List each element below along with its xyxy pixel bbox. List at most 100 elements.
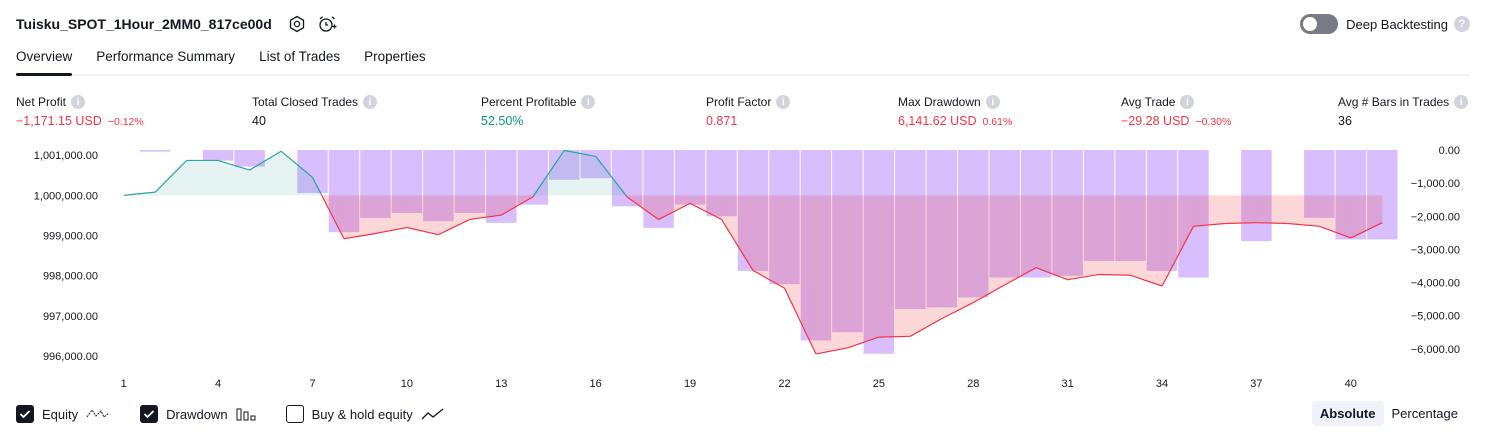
x-tick-label: 25 (873, 378, 885, 390)
equity-area-segment (1036, 195, 1068, 280)
buy-hold-line-icon (421, 407, 445, 421)
equity-line-segment (1067, 273, 1100, 281)
right-axis: 0.00 −1,000.00 −2,000.00 −3,000.00 −4,000.00… (1411, 145, 1460, 356)
legend-equity[interactable]: Equity (16, 405, 110, 423)
metric-label: Profit Factor (706, 95, 772, 109)
equity-line-segment (1099, 273, 1131, 276)
left-tick-label: 1,001,000.00 (34, 150, 98, 162)
drawdown-bar (1335, 150, 1367, 240)
left-tick-label: 997,000.00 (43, 311, 98, 323)
equity-line-segment (406, 226, 439, 236)
equity-line-segment (532, 195, 535, 198)
info-icon[interactable]: i (985, 95, 1000, 109)
alarm-clock-plus-icon[interactable] (316, 13, 338, 35)
strategy-title: Tuisku_SPOT_1Hour_2MM0_817ce00d (16, 16, 272, 32)
equity-area-segment (941, 195, 974, 319)
equity-area-segment (469, 195, 502, 220)
equity-area-segment (1004, 195, 1037, 285)
equity-checkbox[interactable] (16, 405, 34, 423)
metric-profit-factor: Profit Factor i 0.871 (706, 94, 791, 128)
legend-label: Equity (42, 406, 79, 422)
legend-buy-hold[interactable]: Buy & hold equity (285, 405, 445, 423)
metric-label: Percent Profitable (481, 95, 577, 109)
drawdown-bar (360, 150, 391, 218)
equity-area-segment (1224, 195, 1257, 224)
metrics-row: Net Profit i −1,171.15 USD −0.12% Total Cl… (0, 94, 1486, 134)
info-icon[interactable]: i (71, 95, 86, 109)
x-tick-label: 40 (1345, 378, 1357, 390)
x-tick-label: 22 (778, 378, 790, 390)
drawdown-bar (1304, 150, 1335, 218)
x-tick-label: 37 (1250, 378, 1262, 390)
equity-area-segment (1130, 195, 1163, 287)
equity-area-segment (1350, 195, 1383, 238)
right-tick-label: −4,000.00 (1411, 278, 1460, 290)
drawdown-bar (706, 150, 737, 217)
equity-area-segment (438, 195, 470, 235)
x-tick-label: 13 (495, 378, 507, 390)
percentage-button[interactable]: Percentage (1391, 406, 1459, 421)
drawdown-bar (895, 150, 926, 309)
info-icon[interactable]: i (363, 95, 378, 109)
drawdown-bar (517, 150, 548, 205)
equity-line-segment (721, 219, 754, 271)
tab-list-of-trades[interactable]: List of Trades (259, 49, 341, 64)
left-tick-label: 998,000.00 (43, 271, 98, 283)
info-icon[interactable]: i (1180, 95, 1195, 109)
drawdown-bars (139, 150, 1398, 354)
buy-hold-checkbox[interactable] (285, 405, 304, 423)
equity-drawdown-chart[interactable]: 1,001,000.00 1,000,000.00 999,000.00 998,00… (0, 140, 1486, 392)
equity-line-segment (1035, 267, 1068, 281)
equity-line-segment (280, 150, 313, 178)
drawdown-bar (1146, 150, 1178, 271)
equity-line-segment (154, 160, 188, 193)
absolute-button[interactable]: Absolute (1311, 401, 1384, 426)
drawdown-bar (234, 150, 265, 167)
metric-net-profit: Net Profit i −1,171.15 USD −0.12% (16, 94, 144, 128)
legend-label: Drawdown (166, 406, 228, 422)
equity-area-segment (564, 150, 596, 196)
legend-label: Buy & hold equity (311, 406, 413, 422)
help-icon[interactable]: ? (1454, 16, 1470, 32)
deep-backtesting-toggle[interactable] (1300, 14, 1339, 34)
equity-line-segment (311, 177, 323, 196)
equity-line-segment (1256, 222, 1288, 225)
info-icon[interactable]: i (581, 95, 596, 109)
tab-bar: Overview Performance Summary List of Tra… (16, 44, 1470, 76)
right-tick-label: −3,000.00 (1411, 244, 1460, 256)
tab-performance-summary[interactable]: Performance Summary (96, 49, 236, 64)
equity-line-segment (375, 226, 408, 235)
x-tick-label: 10 (401, 378, 413, 390)
info-icon[interactable]: i (776, 95, 791, 109)
drawdown-checkbox[interactable] (140, 405, 159, 423)
metric-percent-profitable: Percent Profitable i 52.50% (481, 94, 596, 128)
equity-area-segment (343, 195, 376, 239)
toggle-knob (1303, 17, 1318, 31)
left-tick-label: 999,000.00 (43, 231, 98, 243)
drawdown-bar (737, 150, 769, 271)
scale-toggle: Absolute Percentage (1311, 401, 1466, 426)
right-tick-label: −1,000.00 (1411, 178, 1460, 190)
equity-area-segment (753, 195, 785, 289)
equity-line-segment (1130, 274, 1163, 287)
left-tick-label: 996,000.00 (43, 351, 98, 363)
equity-area-segment (784, 195, 816, 354)
equity-line-segment (438, 218, 471, 236)
tab-properties[interactable]: Properties (364, 49, 426, 64)
equity-lines (123, 149, 1383, 355)
equity-line-segment (1350, 222, 1383, 239)
equity-area-segment (281, 151, 313, 196)
gear-icon[interactable] (286, 13, 308, 35)
info-icon[interactable]: i (1454, 95, 1469, 109)
legend-drawdown[interactable]: Drawdown (140, 405, 256, 423)
x-tick-label: 34 (1156, 378, 1168, 390)
drawdown-bar (989, 150, 1020, 278)
tab-overview[interactable]: Overview (16, 44, 73, 76)
metric-value: 0.871 (706, 114, 738, 128)
drawdown-bar (863, 150, 895, 354)
metric-max-drawdown: Max Drawdown i 6,141.62 USD 0.61% (898, 94, 1012, 128)
drawdown-bar (958, 150, 989, 298)
drawdown-bar (486, 150, 517, 223)
equity-area-segment (1193, 195, 1225, 227)
x-tick-label: 16 (590, 378, 602, 390)
